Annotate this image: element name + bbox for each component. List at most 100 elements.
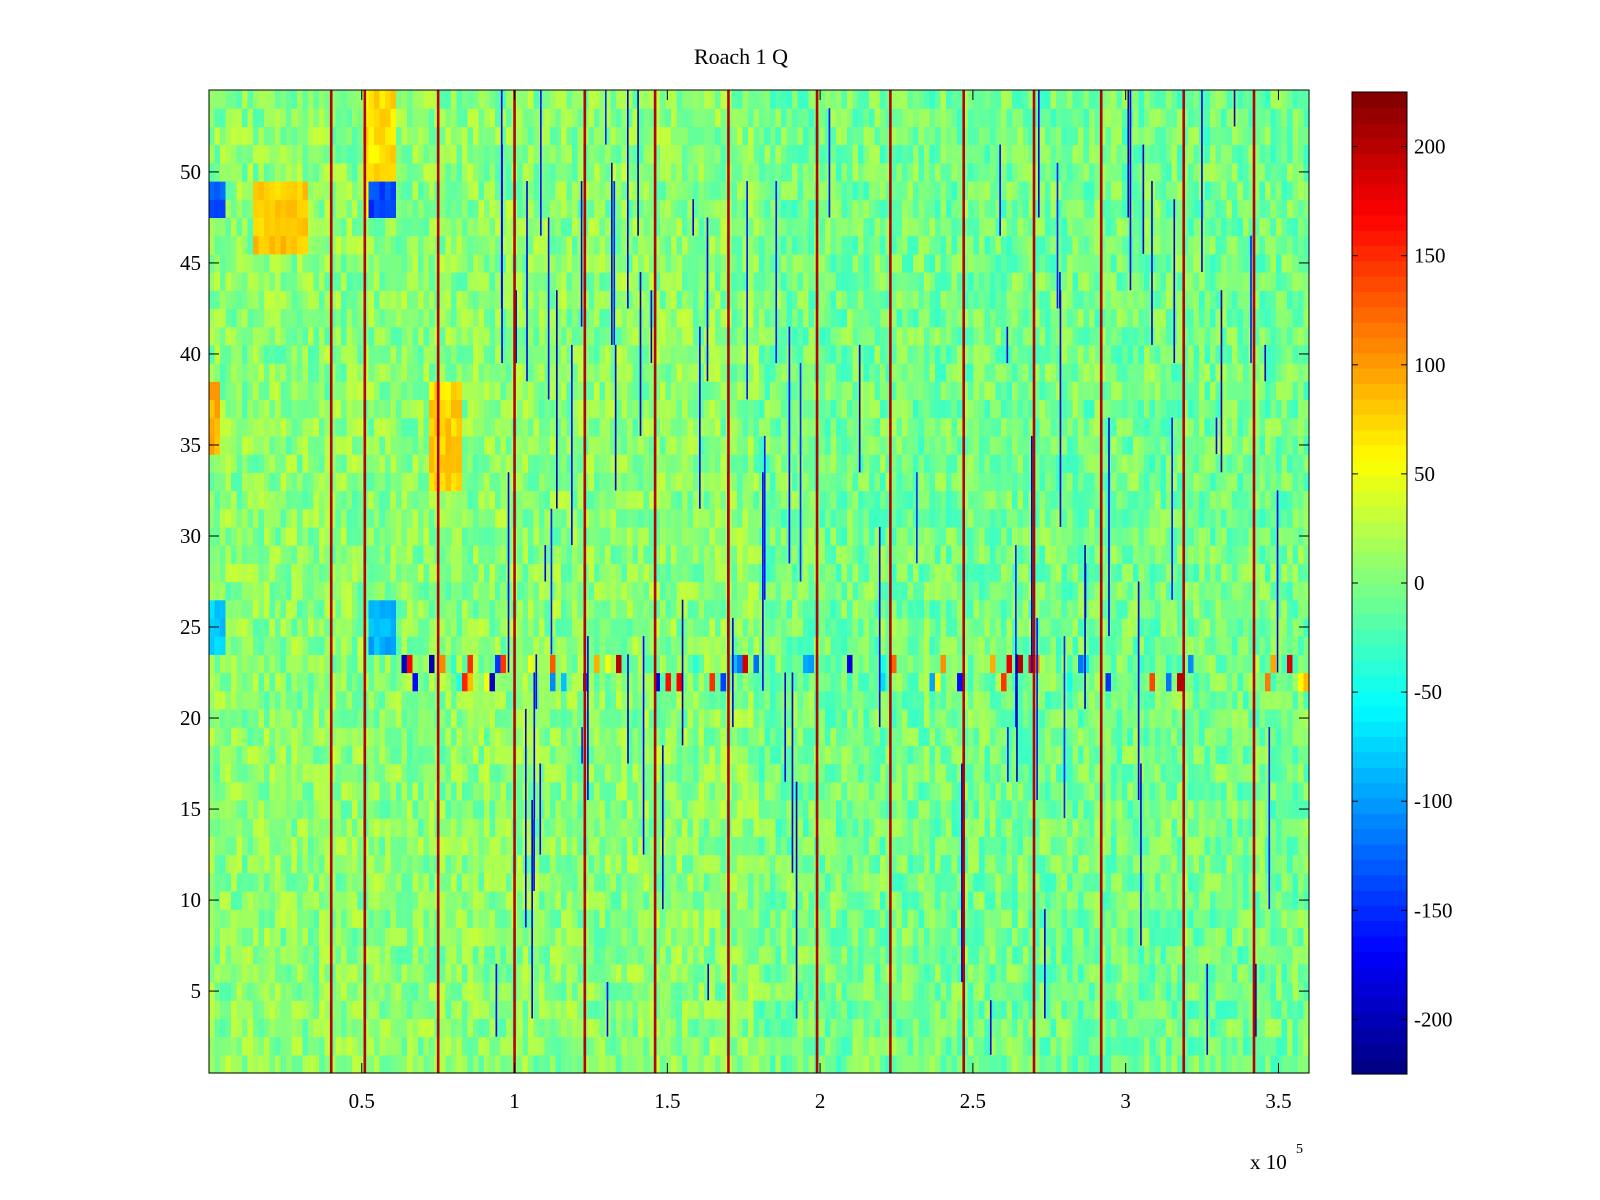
heatmap-cell xyxy=(1160,672,1167,692)
heatmap-cell xyxy=(1122,981,1129,1001)
heatmap-cell xyxy=(451,690,458,710)
heatmap-cell xyxy=(671,636,678,655)
heatmap-cell xyxy=(1067,854,1074,874)
heatmap-cell xyxy=(1067,909,1074,928)
heatmap-cell xyxy=(748,836,755,856)
heatmap-cell xyxy=(715,690,722,710)
heatmap-cell xyxy=(1182,854,1189,874)
heatmap-cell xyxy=(1232,1018,1239,1038)
heatmap-cell xyxy=(671,1036,678,1056)
heatmap-cell xyxy=(995,818,1002,837)
heatmap-cell xyxy=(940,1000,947,1019)
heatmap-cell xyxy=(742,799,749,819)
heatmap-cell xyxy=(858,763,865,783)
heatmap-cell xyxy=(1133,963,1140,983)
heatmap-cell xyxy=(1017,945,1024,965)
heatmap-cell xyxy=(973,727,980,746)
heatmap-cell xyxy=(1144,799,1151,819)
heatmap-cell xyxy=(429,890,436,910)
heatmap-cell xyxy=(522,1000,529,1019)
heatmap-cell xyxy=(951,1000,958,1019)
heatmap-cell xyxy=(748,763,755,783)
heatmap-cell xyxy=(1116,963,1123,983)
heatmap-cell xyxy=(654,690,661,710)
heatmap-cell xyxy=(352,818,359,837)
heatmap-cell xyxy=(429,945,436,965)
heatmap-cell xyxy=(1072,854,1079,874)
heatmap-cell xyxy=(825,1036,832,1056)
heatmap-cell xyxy=(1089,836,1096,856)
heatmap-cell xyxy=(357,727,364,746)
heatmap-cell xyxy=(302,872,309,892)
heatmap-cell xyxy=(390,981,397,1001)
heatmap-cell xyxy=(1023,1036,1030,1056)
heatmap-cell xyxy=(577,872,584,892)
heatmap-cell xyxy=(1001,1036,1008,1056)
heatmap-cell xyxy=(594,763,601,783)
heatmap-cell xyxy=(341,945,348,965)
heatmap-cell xyxy=(1072,981,1079,1001)
heatmap-cell xyxy=(1254,745,1261,765)
heatmap-cell xyxy=(1094,799,1101,819)
heatmap-cell xyxy=(357,1000,364,1019)
heatmap-cell xyxy=(671,836,678,856)
heatmap-cell xyxy=(858,727,865,746)
heatmap-cell xyxy=(1039,854,1046,874)
heatmap-cell xyxy=(797,617,804,637)
heatmap-cell xyxy=(264,854,271,874)
heatmap-cell xyxy=(649,781,656,801)
heatmap-cell xyxy=(638,890,645,910)
heatmap-cell xyxy=(962,727,969,746)
heatmap-cell xyxy=(1232,1000,1239,1019)
heatmap-cell xyxy=(638,818,645,837)
heatmap-cell xyxy=(561,654,568,674)
heatmap-cell xyxy=(467,818,474,837)
heatmap-cell xyxy=(748,872,755,892)
heatmap-cell xyxy=(984,854,991,874)
heatmap-cell xyxy=(907,781,914,801)
heatmap-cell xyxy=(1237,963,1244,983)
heatmap-cell xyxy=(451,872,458,892)
heatmap-cell xyxy=(1281,1036,1288,1056)
heatmap-cell xyxy=(1281,963,1288,983)
heatmap-cell xyxy=(577,799,584,819)
heatmap-cell xyxy=(1083,981,1090,1001)
heatmap-cell xyxy=(357,872,364,892)
heatmap-cell xyxy=(1067,981,1074,1001)
heatmap-cell xyxy=(874,927,881,947)
heatmap-cell xyxy=(984,763,991,783)
heatmap-cell xyxy=(841,836,848,856)
heatmap-cell xyxy=(704,672,711,692)
heatmap-cell xyxy=(979,836,986,856)
heatmap-cell xyxy=(1028,1000,1035,1019)
heatmap-cell xyxy=(632,781,639,801)
heatmap-cell xyxy=(830,909,837,928)
heatmap-cell xyxy=(627,981,634,1001)
heatmap-cell xyxy=(1292,818,1299,837)
heatmap-cell xyxy=(467,981,474,1001)
heatmap-cell xyxy=(902,745,909,765)
heatmap-cell xyxy=(803,963,810,983)
heatmap-cell xyxy=(1034,981,1041,1001)
heatmap-cell xyxy=(467,909,474,928)
heatmap-cell xyxy=(368,708,375,728)
heatmap-cell xyxy=(852,654,859,674)
heatmap-cell xyxy=(753,636,760,655)
heatmap-cell xyxy=(319,854,326,874)
heatmap-cell xyxy=(231,818,238,837)
heatmap-cell xyxy=(209,927,216,947)
heatmap-cell xyxy=(885,854,892,874)
heatmap-cell xyxy=(379,981,386,1001)
heatmap-cell xyxy=(550,636,557,655)
heatmap-cell xyxy=(533,927,540,947)
heatmap-cell xyxy=(847,636,854,655)
heatmap-cell xyxy=(253,1036,260,1056)
heatmap-cell xyxy=(1023,727,1030,746)
heatmap-cell xyxy=(1215,636,1222,655)
heatmap-cell xyxy=(374,781,381,801)
heatmap-cell xyxy=(687,927,694,947)
heatmap-cell xyxy=(429,818,436,837)
heatmap-cell xyxy=(1078,672,1085,692)
heatmap-cell xyxy=(445,872,452,892)
heatmap-cell xyxy=(742,890,749,910)
